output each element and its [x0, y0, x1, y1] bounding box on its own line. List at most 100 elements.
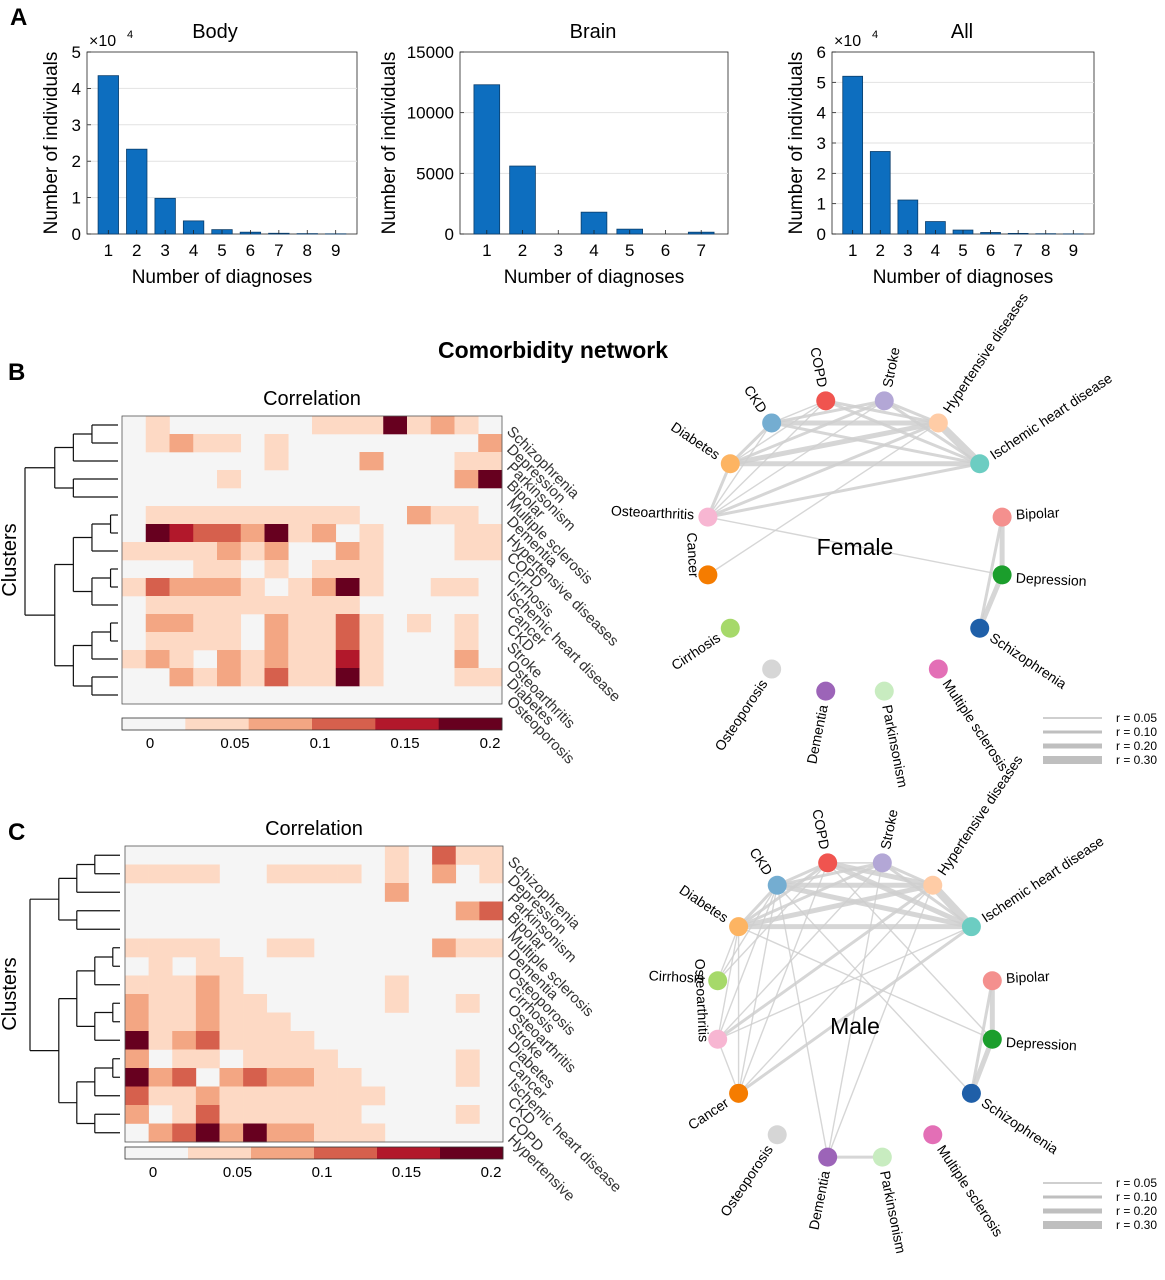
network-node [923, 1125, 943, 1145]
network-node-label: Parkinsonism [879, 703, 911, 789]
heatmap-cell [359, 452, 384, 471]
y-tick-label: 6 [817, 43, 826, 62]
network-edge [706, 421, 940, 519]
heatmap-cell [337, 1105, 362, 1124]
heatmap-cell [266, 1031, 291, 1050]
x-tick-label: 2 [132, 241, 141, 260]
network-node [872, 1147, 892, 1167]
heatmap-cell [266, 1105, 291, 1124]
heatmap-cell [193, 506, 218, 525]
network-edge [707, 516, 1003, 576]
network-edge [737, 861, 830, 929]
network-node [874, 681, 894, 701]
heatmap-cell [288, 632, 313, 651]
heatmap-cell [193, 614, 218, 633]
heatmap-cell [122, 542, 147, 561]
heatmap-cell [148, 1012, 173, 1032]
network-edge [716, 925, 740, 1040]
heatmap-cell [172, 1049, 197, 1069]
heatmap-cell [264, 614, 289, 633]
heatmap-cell [243, 1123, 268, 1143]
x-tick-label: 7 [696, 241, 705, 260]
heatmap-cell [145, 632, 170, 651]
heatmap-cell [337, 1123, 362, 1143]
network-edge [969, 979, 994, 1095]
heatmap-cell [264, 668, 289, 687]
colorbar-segment [185, 718, 249, 730]
exponent-power: 4 [127, 29, 133, 41]
heatmap-cell [148, 864, 173, 884]
network-node [720, 454, 740, 474]
heatmap-cell [335, 614, 360, 633]
network-edge [882, 399, 940, 425]
heatmap-cell [125, 1086, 149, 1106]
heatmap-cell [478, 524, 503, 543]
heatmap-cell [478, 668, 503, 687]
heatmap-cell [266, 1086, 291, 1106]
heatmap-cell [122, 650, 147, 669]
heatmap-cell [264, 434, 289, 453]
heatmap-cell [384, 994, 409, 1013]
heatmap-cell [240, 578, 265, 597]
heatmap-cell [288, 578, 313, 597]
heatmap-cell [455, 846, 480, 865]
edge-width-legend: r = 0.05r = 0.10r = 0.20r = 0.30 [1043, 711, 1157, 767]
heatmap-cell [266, 1049, 291, 1069]
heatmap-male: CorrelationSchizophreniaDepressionParkin… [0, 818, 625, 1205]
heatmap-cell [335, 596, 360, 615]
heatmap-cell [148, 1031, 173, 1050]
heatmap-cell [172, 975, 197, 995]
network-node-label: Ischemic heart disease [979, 833, 1107, 926]
heatmap-cell [359, 542, 384, 561]
x-tick-label: 7 [1013, 241, 1022, 260]
heatmap-cell [169, 524, 194, 543]
network-node-label: Depression [1006, 1034, 1078, 1053]
x-tick-label: 3 [160, 241, 169, 260]
heatmap-cell [148, 1068, 173, 1087]
heatmap-cell [455, 938, 480, 958]
network-edge [826, 884, 934, 1158]
network-edge [728, 421, 774, 466]
heatmap-cell [193, 524, 218, 543]
heatmap-cell [266, 864, 291, 884]
heatmap-cell [145, 650, 170, 669]
network-edge [707, 422, 773, 518]
heatmap-cell [312, 524, 337, 543]
network-node [729, 917, 749, 937]
heatmap-cell [314, 1049, 338, 1069]
exponent-power: 4 [872, 29, 878, 41]
network-node [874, 391, 894, 411]
heatmap-cell [264, 452, 289, 471]
heatmap-cell [266, 1012, 291, 1032]
network-edge [716, 925, 740, 982]
heatmap-cell [312, 416, 337, 435]
network-node [729, 1083, 749, 1103]
colorbar-border [124, 1146, 504, 1160]
network-edge [977, 572, 1005, 631]
chart-title: Brain [570, 21, 617, 43]
heatmap-cell [219, 1086, 244, 1106]
heatmap-cell [479, 901, 504, 921]
network-node [818, 1147, 838, 1167]
heatmap-cell [454, 650, 479, 669]
network-node-label: Bipolar [1006, 968, 1051, 986]
bar [509, 165, 536, 235]
network-node-label: CKD [746, 845, 776, 878]
network-node [970, 454, 990, 474]
heatmap-cell [243, 1012, 268, 1032]
bar [97, 75, 119, 235]
network-edge [826, 862, 994, 1040]
network-node-label: Dementia [805, 1169, 832, 1231]
network-node [708, 971, 728, 991]
heatmap-cell [266, 1123, 291, 1143]
heatmap-cell [361, 1123, 386, 1143]
panel-label-c: C [8, 819, 25, 846]
colorbar-segment [248, 718, 313, 730]
network-edge [737, 862, 829, 1095]
heatmap-cell [290, 938, 315, 958]
heatmap-cell [169, 542, 194, 561]
heatmap-cell [125, 1012, 149, 1032]
network-node-label: Bipolar [1015, 504, 1060, 522]
